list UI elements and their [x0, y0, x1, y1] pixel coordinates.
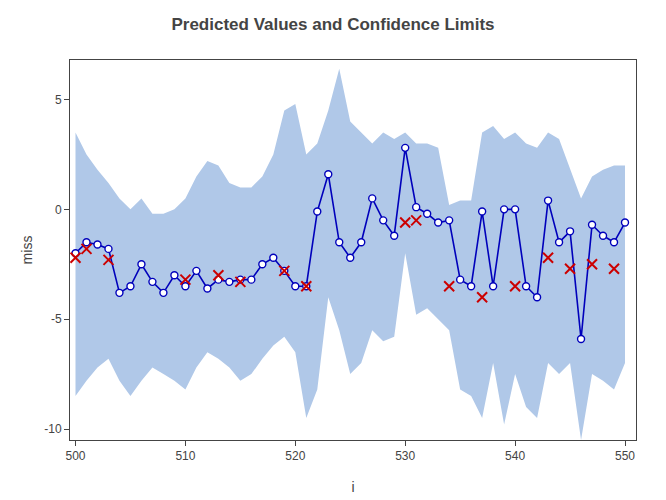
svg-text:Predicted Values and Confidenc: Predicted Values and Confidence Limits — [171, 15, 494, 34]
svg-text:-5: -5 — [51, 312, 62, 326]
svg-text:500: 500 — [65, 449, 85, 463]
svg-text:0: 0 — [55, 203, 62, 217]
svg-text:miss: miss — [19, 236, 35, 265]
svg-text:510: 510 — [175, 449, 195, 463]
svg-text:540: 540 — [505, 449, 525, 463]
svg-text:i: i — [351, 479, 354, 495]
svg-text:530: 530 — [395, 449, 415, 463]
svg-text:550: 550 — [615, 449, 635, 463]
svg-text:5: 5 — [55, 93, 62, 107]
svg-text:520: 520 — [285, 449, 305, 463]
svg-text:-10: -10 — [44, 422, 62, 436]
